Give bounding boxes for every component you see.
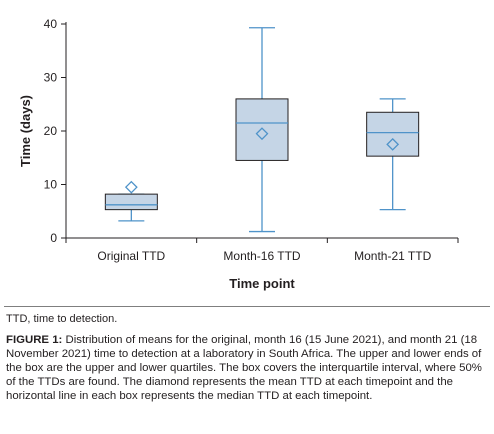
y-tick-label: 30 [44,71,58,85]
y-axis-title: Time (days) [18,95,33,167]
iqr-box [235,98,289,161]
iqr-box [104,193,158,211]
caption-divider [4,306,490,307]
x-axis-title: Time point [229,276,295,291]
y-tick-label: 0 [50,231,57,245]
y-tick-label: 20 [44,124,58,138]
figure-caption-text: Distribution of means for the original, … [6,334,482,402]
mean-diamond [124,180,138,194]
chart-svg: 0 10 20 30 40 Original TTD Month-16 TTD Month-2… [18,17,459,291]
iqr-box [366,111,420,157]
figure-caption: FIGURE 1: Distribution of means for the … [6,333,490,403]
x-tick-label: Original TTD [97,249,165,263]
abbreviation-note: TTD, time to detection. [6,313,118,325]
mean-diamond [386,137,400,151]
figure-label: FIGURE 1: [6,334,63,346]
x-tick-label: Month-16 TTD [223,249,300,263]
x-tick-label: Month-21 TTD [354,249,431,263]
y-tick-label: 10 [44,178,58,192]
box-plot-chart: 0 10 20 30 40 Original TTD Month-16 TTD Month-2… [18,17,459,291]
mean-diamond [255,127,269,141]
y-tick-label: 40 [44,17,58,31]
